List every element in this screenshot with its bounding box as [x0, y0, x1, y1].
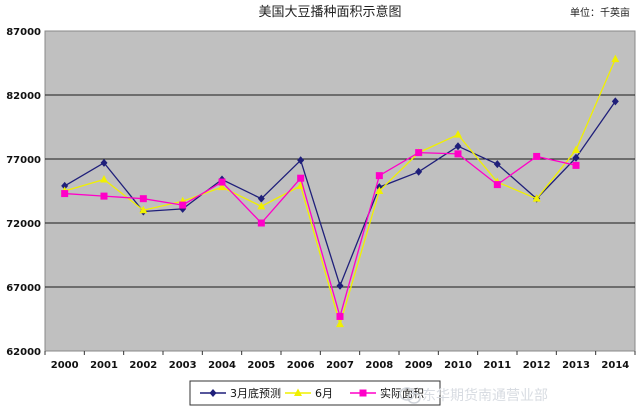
data-point	[257, 201, 266, 210]
data-point	[336, 319, 344, 328]
data-point	[532, 194, 541, 202]
chart-title: 美国大豆播种面积示意图	[258, 4, 401, 20]
data-point	[572, 153, 580, 162]
x-tick-label: 2001	[90, 360, 118, 371]
x-tick-label: 2009	[405, 360, 433, 371]
y-tick-label: 62000	[6, 347, 41, 358]
data-point	[139, 195, 147, 203]
x-tick-label: 2013	[562, 360, 590, 371]
data-point	[100, 192, 108, 200]
data-point	[297, 156, 305, 165]
legend-item: 3月底预测	[200, 386, 281, 400]
legend-marker	[209, 389, 217, 397]
data-point	[611, 97, 619, 106]
y-tick-label: 67000	[6, 283, 41, 294]
data-point	[415, 167, 423, 176]
data-point	[611, 54, 620, 63]
x-tick-label: 2003	[169, 360, 197, 371]
data-point	[100, 158, 108, 167]
series-line	[64, 151, 577, 319]
legend-marker	[294, 388, 302, 396]
y-tick-label: 87000	[6, 27, 41, 38]
x-tick-label: 2007	[326, 360, 354, 371]
unit-label: 单位：千英亩	[570, 6, 630, 19]
x-tick-label: 2005	[247, 360, 275, 371]
x-tick-label: 2012	[523, 360, 551, 371]
data-point	[297, 174, 305, 182]
legend-marker	[359, 389, 367, 397]
data-point	[454, 130, 462, 138]
data-point	[179, 201, 187, 209]
x-tick-label: 2004	[208, 360, 236, 371]
data-point	[415, 149, 423, 157]
wechat-icon	[399, 387, 421, 404]
data-point	[454, 142, 462, 151]
x-tick-label: 2002	[129, 360, 157, 371]
data-point	[218, 178, 226, 186]
plot-area	[44, 30, 636, 352]
data-point	[61, 181, 69, 190]
y-tick-label: 77000	[6, 155, 41, 166]
data-point	[336, 281, 344, 290]
data-point	[454, 150, 462, 158]
legend-box	[189, 380, 441, 406]
data-point	[336, 312, 344, 320]
series-2	[61, 149, 580, 320]
data-point	[493, 181, 501, 189]
legend: 3月底预测 6月 实际面积	[189, 380, 441, 406]
x-tick-label: 2014	[601, 360, 629, 371]
y-axis: 62000 67000 72000 77000 82000 87000	[6, 27, 41, 358]
x-tick-label: 2006	[287, 360, 315, 371]
data-point	[61, 190, 69, 198]
watermark: 东华期货南通营业部	[399, 387, 548, 404]
x-tick-label: 2010	[444, 360, 472, 371]
series-layer	[60, 54, 620, 328]
data-point	[218, 182, 226, 191]
data-point	[100, 174, 108, 183]
data-point	[257, 219, 265, 227]
x-tick-label: 2008	[365, 360, 393, 371]
x-axis: 2000 2001 2002 2003 2004 2005 2006 2007 2008 2009…	[44, 351, 636, 371]
y-tick-label: 82000	[6, 91, 41, 102]
legend-item: 6月	[285, 387, 333, 400]
x-tick-label: 2000	[51, 360, 79, 371]
data-point	[375, 172, 383, 180]
data-point	[493, 160, 501, 169]
data-point	[257, 194, 265, 203]
data-point	[375, 186, 384, 194]
data-point	[572, 161, 580, 169]
legend-label: 6月	[315, 387, 333, 400]
legend-label: 3月底预测	[230, 386, 281, 400]
data-point	[533, 152, 541, 160]
y-tick-label: 72000	[6, 219, 41, 230]
data-point	[139, 205, 148, 214]
data-point	[572, 145, 580, 154]
watermark-text: 东华期货南通营业部	[422, 387, 548, 404]
x-tick-label: 2011	[483, 360, 511, 371]
